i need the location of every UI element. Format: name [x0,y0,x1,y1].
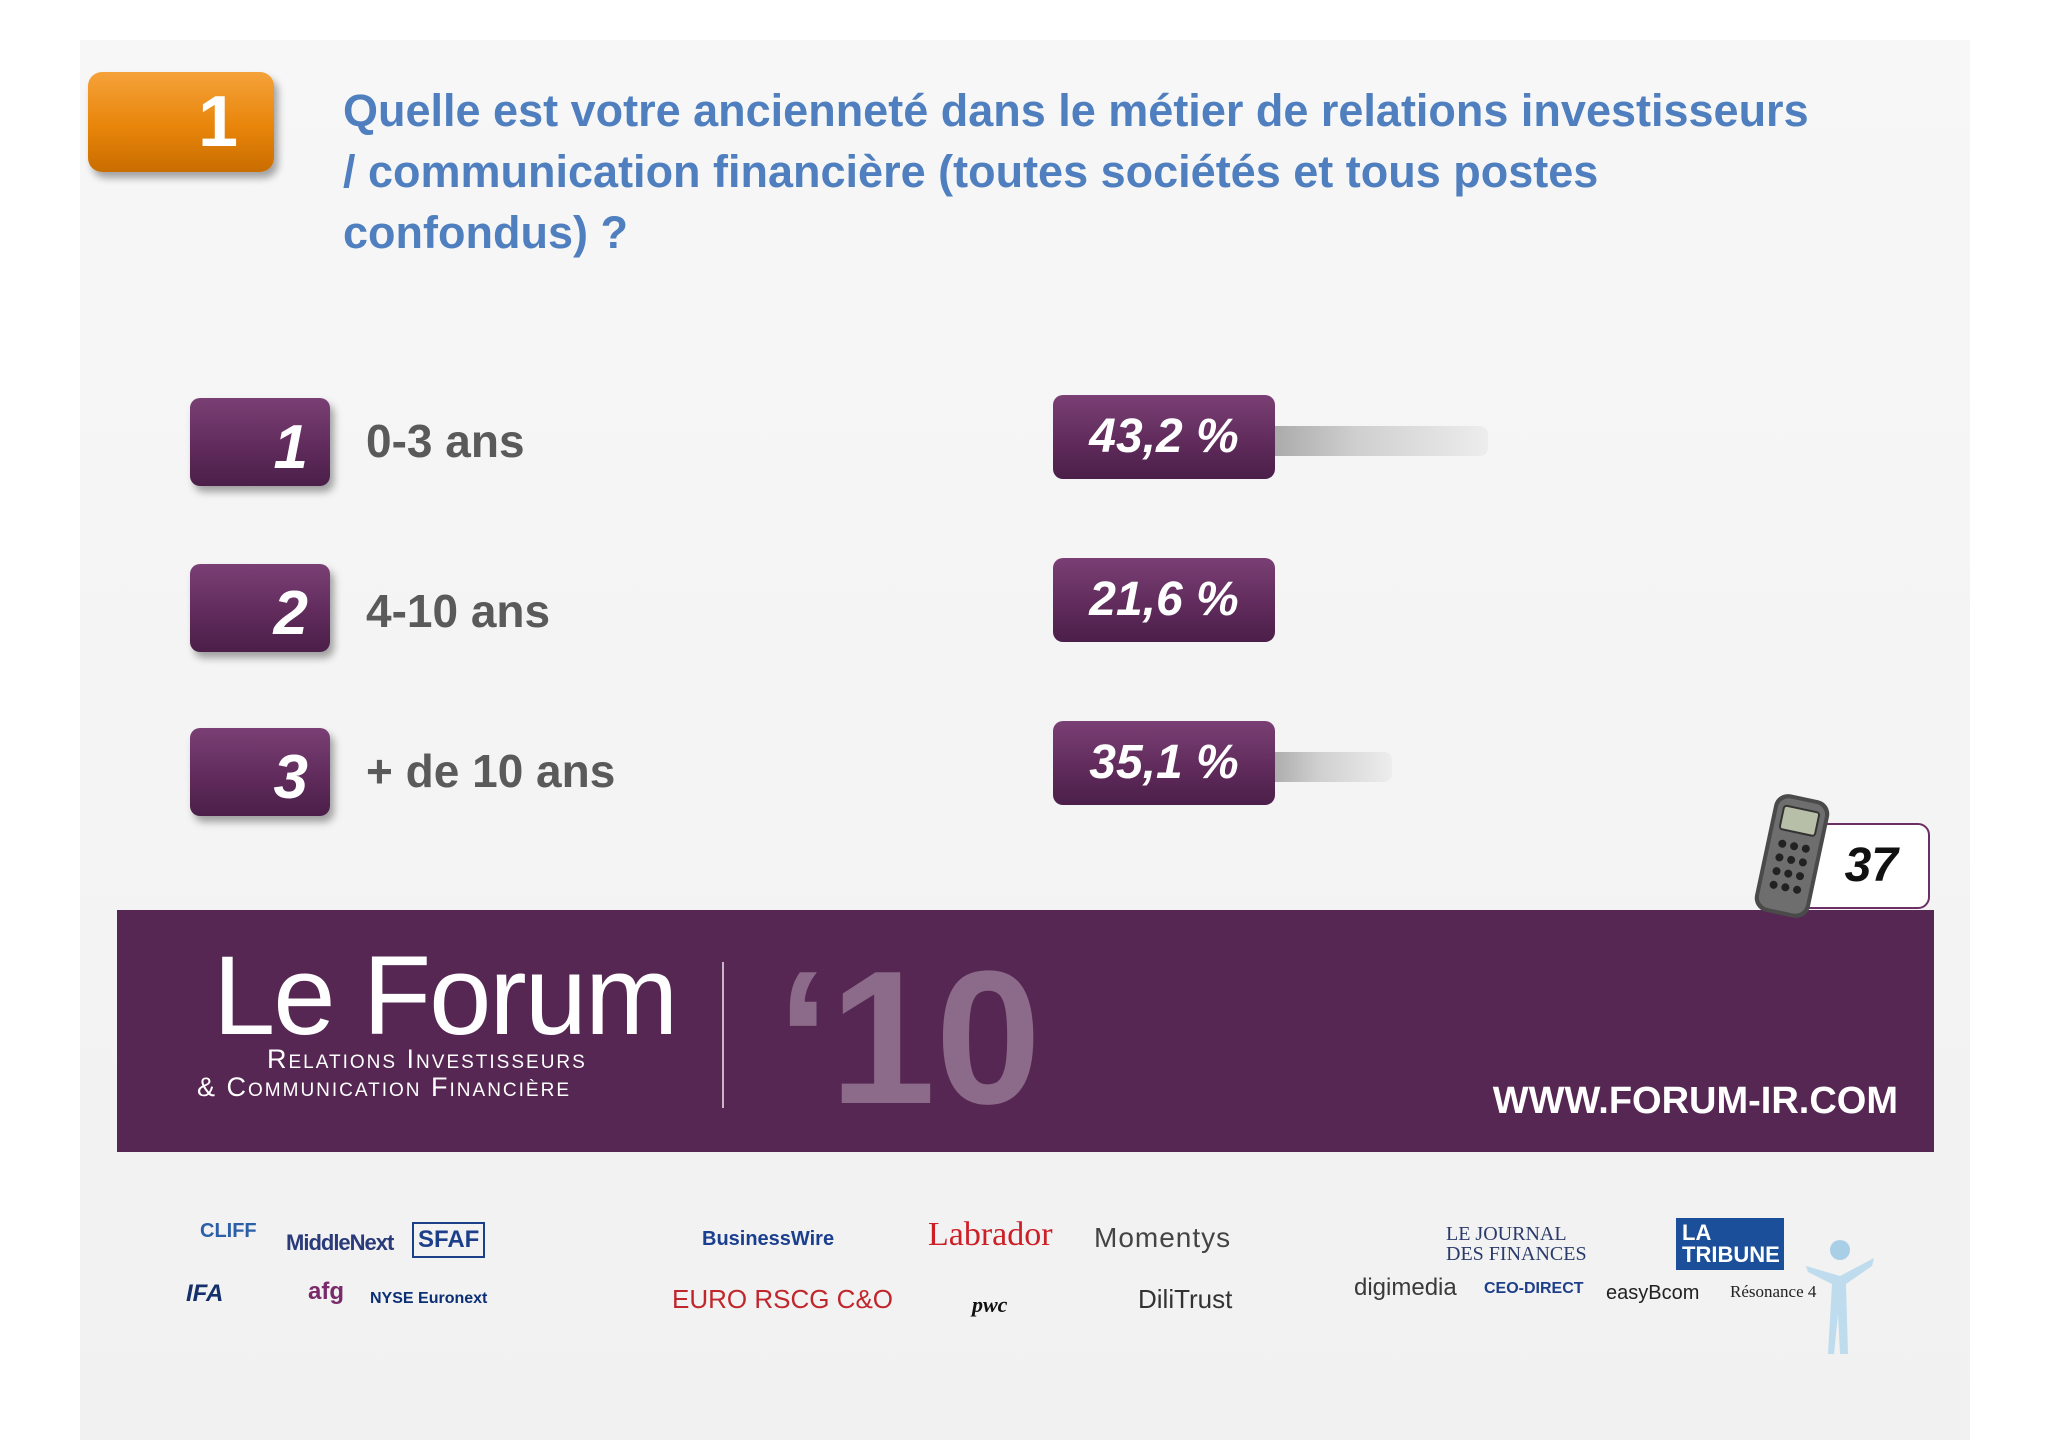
website-url: WWW.FORUM-IR.COM [1492,1080,1898,1122]
category-label: 4-10 ans [366,585,551,637]
logo-journal-des-finances: LE JOURNAL DES FINANCES [1446,1223,1587,1265]
question-title: Quelle est votre ancienneté dans le méti… [343,85,1809,258]
bar [1268,426,1488,456]
category-label: + de 10 ans [366,745,616,797]
logo-pwc: pwc [972,1292,1008,1317]
bar [1268,752,1392,782]
option-number-badge: 3 [190,728,330,816]
voting-keypad-icon [1754,794,1830,918]
logo-dilitrust: DiliTrust [1138,1284,1233,1314]
value-label: 21,6 % [1053,558,1275,642]
category-label: 0-3 ans [366,415,525,467]
respondent-count: 37 [1790,823,1930,909]
option-number-badge: 1 [190,398,330,486]
logo-ifa: IFA [186,1280,224,1307]
logo-momentys: Momentys [1094,1222,1232,1253]
logo-labrador: Labrador [928,1216,1053,1253]
logo-sfaf: SFAF [412,1222,486,1258]
brand-year: ‘10 [777,932,1042,1144]
logo-ceo-direct: CEO-DIRECT [1484,1280,1584,1297]
brand-divider [722,962,724,1108]
brand-subtitle-line2: & Communication Financière [197,1072,571,1102]
logo-euro-rscg: EURO RSCG C&O [672,1284,894,1314]
logo-nyse-euronext: NYSE Euronext [370,1290,488,1307]
logo-businesswire: BusinessWire [702,1228,835,1250]
logo-resonance: Résonance 4 [1730,1282,1817,1301]
logo-afg: afg [308,1278,344,1305]
logo-digimedia: digimedia [1354,1274,1457,1301]
brand-title: Le Forum [213,933,678,1058]
logo-middlenext: MiddleNext [286,1230,394,1255]
value-label: 35,1 % [1053,721,1275,805]
slide-background [80,40,1970,1440]
logo-la-tribune: LA TRIBUNE [1676,1218,1784,1270]
person-silhouette-icon [1806,1240,1874,1354]
value-label: 43,2 % [1053,395,1275,479]
logo-easybourse: easyBcom [1606,1282,1700,1304]
question-number-badge: 1 [88,72,274,172]
forum-banner: Le Forum Relations Investisseurs & Commu… [117,910,1934,1152]
logo-cliff: CLIFF [200,1220,257,1242]
brand-subtitle-line1: Relations Investisseurs [267,1044,587,1074]
option-number-badge: 2 [190,564,330,652]
